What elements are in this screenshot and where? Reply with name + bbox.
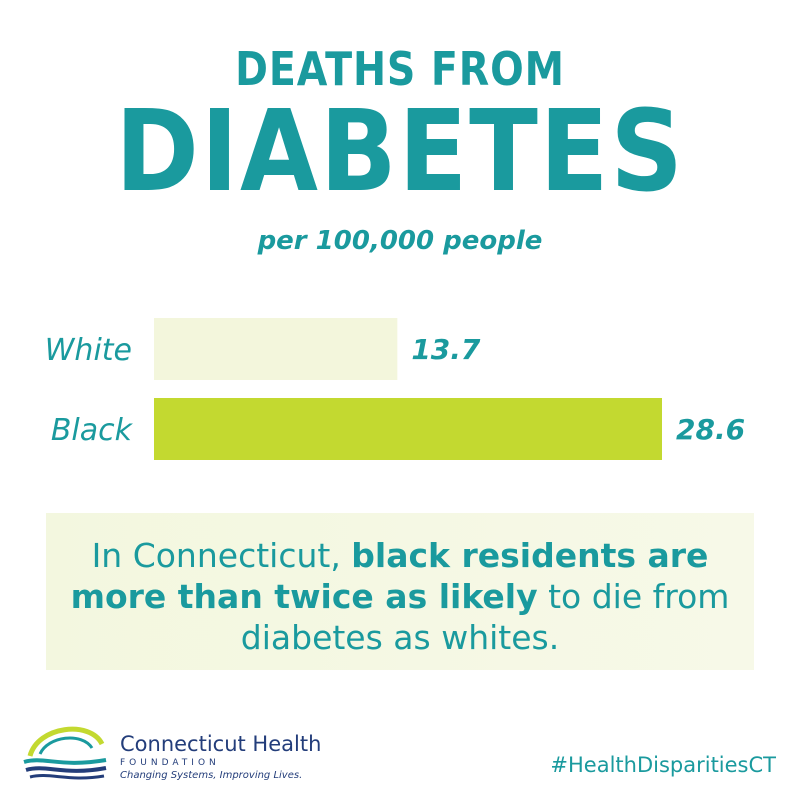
value-label-black: 28.6: [676, 413, 745, 446]
foundation-logo: Connecticut Health FOUNDATION Changing S…: [20, 718, 350, 788]
bar-chart: White 13.7 Black 28.6: [45, 318, 745, 460]
value-label-white: 13.7: [411, 333, 481, 366]
callout-text: In Connecticut, black residents are more…: [46, 535, 754, 658]
hashtag: #HealthDisparitiesCT: [550, 753, 776, 777]
org-tagline: Changing Systems, Improving Lives.: [120, 770, 303, 781]
org-name: Connecticut Health: [120, 732, 322, 756]
bar-white: [154, 318, 398, 380]
category-label-black: Black: [51, 413, 134, 448]
title-deaths-from: DEATHS FROM: [235, 42, 565, 96]
title-diabetes: DIABETES: [115, 87, 685, 217]
bar-black: [154, 398, 662, 460]
callout-text-bold: black residents are more than twice as l…: [70, 536, 709, 616]
callout-box: In Connecticut, black residents are more…: [46, 513, 754, 670]
chart-subtitle: per 100,000 people: [257, 226, 543, 256]
callout-text-part2: to die from diabetes as whites.: [240, 577, 730, 657]
org-subtitle: FOUNDATION: [120, 758, 220, 768]
callout-text-part1: In Connecticut,: [91, 536, 352, 575]
ct-health-foundation-logo-icon: [23, 726, 107, 780]
category-label-white: White: [45, 333, 132, 368]
